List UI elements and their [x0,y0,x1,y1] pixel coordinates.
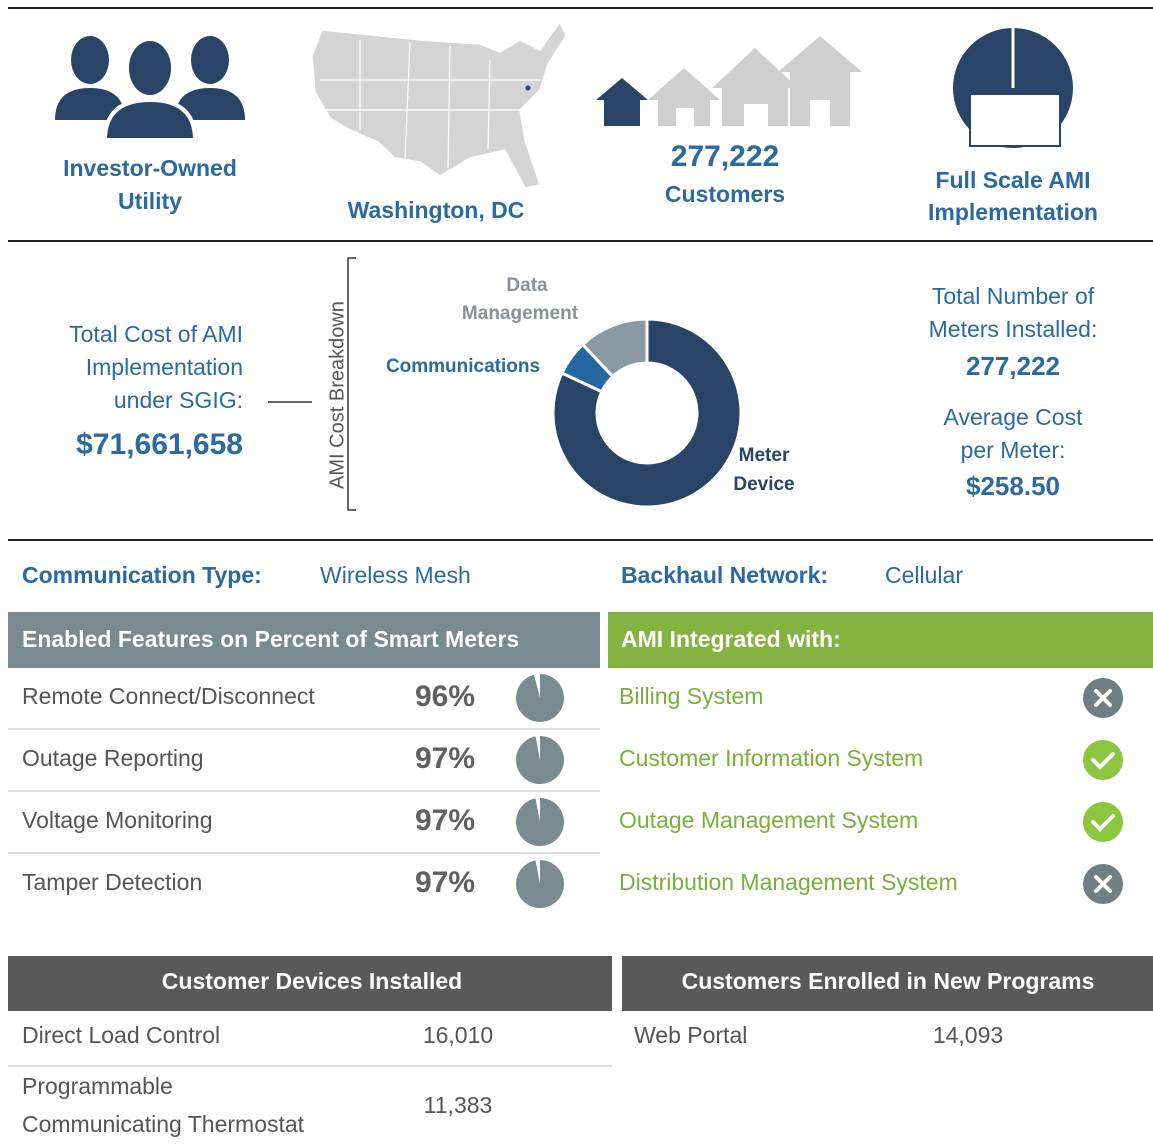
content: Investor-Owned Utility Washington, DC 277,2… [8,140,1153,1137]
text: Web Portal [634,1022,747,1048]
text: 97% [415,742,475,775]
text: 96% [415,680,475,713]
percent-pie [515,860,564,909]
text: Full Scale AMI [935,167,1090,193]
header-bar [608,612,1153,668]
people-icon [55,36,245,142]
text: Meter [739,445,790,466]
header-bar [622,956,1153,1011]
text: Total Cost of AMI [69,321,243,347]
text: Voltage Monitoring [22,807,213,833]
text: Enabled Features on Percent of Smart Met… [22,626,519,652]
text: Cellular [885,562,963,588]
x-mark [1094,689,1112,707]
text: Backhaul Network: [621,562,828,588]
text: Customers [665,181,785,207]
text: under SGIG: [114,387,243,413]
text: Customer Information System [619,745,923,771]
text: Customers Enrolled in New Programs [682,968,1095,994]
text: Billing System [619,683,763,709]
bracket [347,257,356,511]
text: Wireless Mesh [320,562,471,588]
text: Outage Reporting [22,745,204,771]
text: Device [733,474,794,495]
x-mark [1094,875,1112,893]
text: AMI Cost Breakdown [326,301,348,489]
text: $258.50 [966,471,1060,501]
check-icon [1083,740,1123,780]
text: $71,661,658 [76,428,243,461]
text: Implementation [86,354,243,380]
text: 277,222 [671,140,779,173]
rules [8,7,1153,541]
percent-pie [516,674,565,722]
text: 14,093 [933,1022,1003,1048]
text: Tamper Detection [22,869,202,895]
text: Direct Load Control [22,1022,220,1048]
check-mark [1091,814,1115,832]
text: 97% [415,866,475,899]
text: Data [506,275,548,296]
text: Distribution Management System [619,869,958,895]
text: AMI Integrated with: [621,626,841,652]
text: Communications [386,356,540,377]
text: Total Number of [932,283,1095,309]
header-bar [8,612,600,668]
text: 97% [415,804,475,837]
header-bar [8,956,612,1011]
text: 16,010 [423,1022,493,1048]
check-mark [1091,752,1115,770]
text: Investor-Owned [63,155,237,181]
us-map-icon [311,20,567,189]
text: Customer Devices Installed [162,968,462,994]
percent-pie [516,798,565,846]
text: Washington, DC [348,197,525,223]
meter-icon [953,28,1073,148]
text: Utility [118,188,182,214]
text: Programmable [22,1073,173,1099]
text: 11,383 [424,1092,493,1118]
check-icon [1083,802,1123,842]
percent-pie [515,736,564,784]
donut-segment [551,317,743,509]
text: Management [462,303,579,324]
text: 277,222 [966,351,1060,381]
row-lines [8,728,612,1067]
text: Meters Installed: [929,316,1098,342]
text: Average Cost [944,404,1084,430]
text: Remote Connect/Disconnect [22,683,315,709]
text: per Meter: [961,437,1066,463]
text: Communication Type: [22,562,262,588]
text: Communicating Thermostat [22,1111,305,1137]
houses-icon [596,36,862,126]
donut-segment [580,317,649,379]
text: Implementation [928,199,1098,225]
text: Outage Management System [619,807,918,833]
